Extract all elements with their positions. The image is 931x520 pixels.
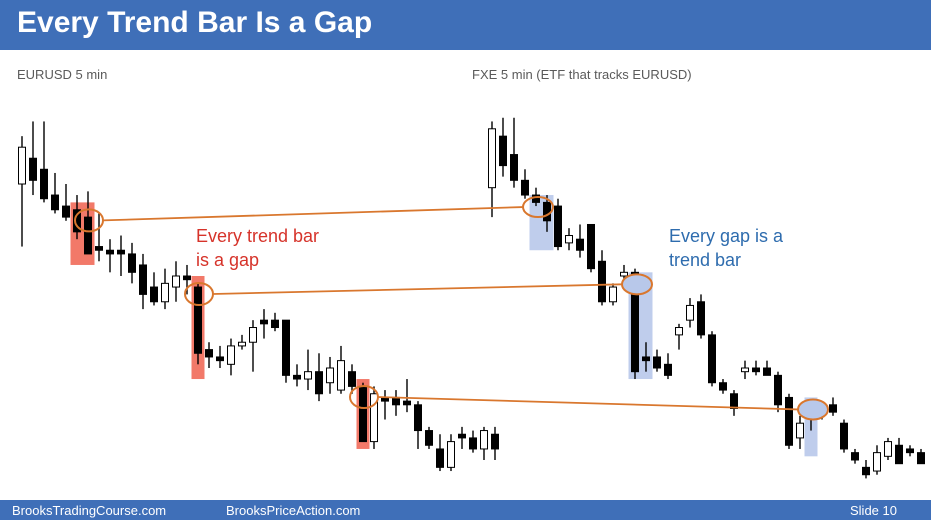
left-candle-body-11 [139,264,147,295]
left-candle-body-14 [172,275,180,288]
left-candle-body-6 [84,216,92,255]
right-candle-body-17 [675,327,683,336]
right-candle-body-1 [499,135,507,167]
left-candle-body-24 [282,319,290,376]
left-candle-body-7 [95,246,103,251]
left-annotation-line-2: is a gap [196,250,260,270]
right-candle-body-6 [554,205,562,248]
left-candle-body-31 [359,385,367,443]
right-candle-body-36 [884,441,892,457]
left-candle-body-20 [238,341,246,347]
left-candle-body-18 [216,356,224,362]
right-candle-body-33 [851,452,859,461]
left-candle-body-9 [117,249,125,255]
left-candle-body-40 [458,433,466,439]
left-annotation-line-1: Every trend bar [196,226,320,246]
left-candle-body-29 [337,360,345,391]
right-candle-body-32 [840,422,848,450]
left-candle-body-0 [18,146,26,185]
left-candle-body-28 [326,367,334,384]
right-candle-body-8 [576,238,584,251]
right-candle-body-14 [642,356,650,362]
right-candle-body-34 [862,466,870,476]
left-candle-body-37 [425,430,433,446]
left-candle-body-41 [469,437,477,450]
right-candle-body-19 [697,301,705,336]
left-candle-body-1 [29,157,37,181]
left-candle-body-5 [73,209,81,233]
candlestick-charts [18,117,925,479]
left-candle-body-12 [150,286,158,303]
left-candle-body-25 [293,374,301,380]
right-candle-body-31 [829,404,837,413]
left-candle-body-2 [40,168,48,200]
slide-number: Slide 10 [850,503,897,518]
footer-site-left: BrooksTradingCourse.com [12,503,167,518]
left-annotation: Every trend bar is a gap [196,224,319,272]
right-candle-body-15 [653,356,661,369]
right-candle-body-27 [785,396,793,446]
right-candle-body-28 [796,422,804,439]
right-candle-body-12 [620,271,628,277]
right-candle-body-10 [598,260,606,303]
right-candle-body-7 [565,235,573,244]
left-chart-title: EURUSD 5 min [17,67,108,82]
right-candle-body-5 [543,201,551,222]
left-candle-body-30 [348,371,356,387]
right-annotation-line-2: trend bar [669,250,742,270]
right-candle-body-16 [664,363,672,376]
right-candle-body-13 [631,271,639,373]
right-candle-body-18 [686,304,694,321]
left-candle-body-3 [51,194,59,211]
right-annotation-line-1: Every gap is a [669,226,784,246]
left-candle-body-38 [436,448,444,468]
right-candle-body-39 [917,452,925,465]
right-candle-body-21 [719,382,727,391]
right-candle-body-3 [521,179,529,196]
left-candle-body-35 [403,400,411,406]
left-candle-body-15 [183,275,191,281]
left-candle-body-21 [249,327,257,343]
right-candle-body-11 [609,286,617,303]
left-candle-body-39 [447,441,455,468]
left-candle-body-16 [194,286,202,354]
right-candle-body-38 [906,448,914,454]
left-candle-body-42 [480,430,488,450]
left-candle-body-36 [414,404,422,432]
title-bar: Every Trend Bar Is a Gap [0,0,931,50]
gap-connector-line-1 [212,283,623,295]
slide-title: Every Trend Bar Is a Gap [17,6,373,39]
right-candle-body-37 [895,444,903,465]
right-candle-body-26 [774,374,782,406]
right-candle-body-25 [763,367,771,376]
left-candle-body-10 [128,253,136,273]
left-candle-body-13 [161,282,169,303]
right-gap-circle-1 [621,273,653,296]
footer-site-center: BrooksPriceAction.com [226,503,361,518]
right-chart-title: FXE 5 min (ETF that tracks EURUSD) [472,67,692,82]
right-candle-body-0 [488,128,496,189]
left-candle-body-43 [491,433,499,450]
right-candle-body-20 [708,334,716,384]
right-candle-body-35 [873,452,881,472]
left-candle-body-19 [227,345,235,365]
left-candle-body-26 [304,371,312,380]
left-candle-body-23 [271,319,279,329]
left-candle-body-8 [106,249,114,255]
left-candle-body-27 [315,371,323,395]
right-annotation: Every gap is a trend bar [669,224,783,272]
right-candle-body-9 [587,223,595,270]
footer-bar: BrooksTradingCourse.com BrooksPriceActio… [0,500,931,520]
left-candle-body-32 [370,393,378,443]
right-candle-body-2 [510,154,518,181]
right-candle-body-24 [752,367,760,373]
gap-connector-line-0 [102,206,524,222]
right-gap-circle-2 [797,398,829,421]
left-candle-body-17 [205,349,213,358]
left-candle-body-22 [260,319,268,325]
right-candle-body-23 [741,367,749,373]
right-candle-body-22 [730,393,738,409]
gap-connector-line-2 [377,396,799,411]
left-candle-body-4 [62,205,70,218]
